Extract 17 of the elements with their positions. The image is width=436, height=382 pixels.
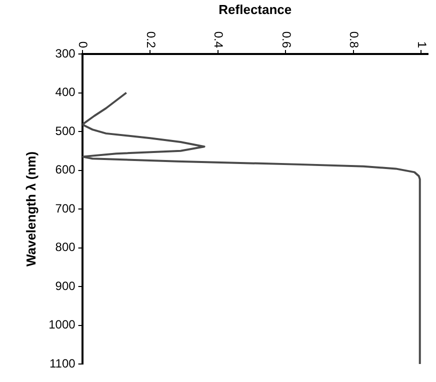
y-axis-title: Wavelength λ (nm) — [23, 151, 38, 267]
y-tick-label: 600 — [55, 162, 76, 177]
y-tick-label: 900 — [55, 278, 76, 293]
y-tick-label: 700 — [55, 201, 76, 216]
y-tick-label: 300 — [55, 46, 76, 60]
x-tick-label: 0 — [76, 41, 90, 48]
y-tick-label: 800 — [55, 240, 76, 254]
y-tick-label: 400 — [55, 85, 76, 100]
y-tick-label: 1100 — [49, 356, 76, 370]
x-tick-label: 1 — [414, 41, 429, 48]
y-tick-label: 500 — [55, 124, 76, 138]
y-tick-label: 1000 — [48, 318, 76, 332]
x-tick-label: 0.6 — [279, 31, 294, 48]
x-tick-label: 0.8 — [347, 31, 362, 48]
x-tick-label: 0.4 — [212, 31, 226, 48]
x-axis-title: Reflectance — [218, 2, 292, 18]
x-tick-label: 0.2 — [144, 31, 158, 48]
